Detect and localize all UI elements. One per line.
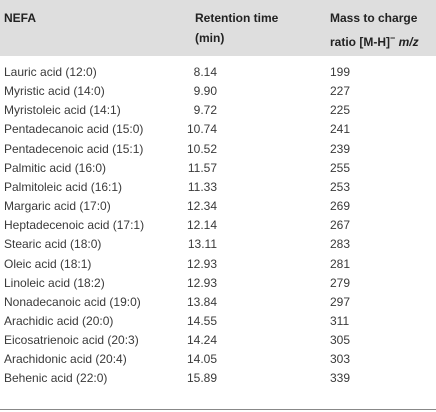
retention-time: 12.14 bbox=[186, 218, 217, 233]
mass-to-charge: 269 bbox=[330, 199, 351, 214]
retention-time: 14.55 bbox=[186, 313, 217, 328]
mass-to-charge: 227 bbox=[330, 84, 351, 99]
mass-to-charge: 311 bbox=[330, 313, 350, 328]
nefa-name: Heptadecenoic acid (17:1) bbox=[4, 218, 145, 233]
bottom-rule bbox=[0, 409, 436, 410]
header-cell: NEFA bbox=[4, 11, 37, 25]
mass-to-charge: 267 bbox=[330, 218, 351, 233]
italic-text: m/z bbox=[398, 35, 419, 49]
table-header: NEFA Retention time (min) Mass to charge… bbox=[0, 0, 436, 56]
nefa-name: Pentadecanoic acid (15:0) bbox=[4, 122, 144, 137]
header-text: ratio [M-H] bbox=[330, 35, 390, 49]
retention-time: 8.14 bbox=[193, 65, 217, 79]
header-cell: ratio [M-H]− m/z bbox=[330, 28, 419, 52]
retention-time: 12.93 bbox=[186, 256, 217, 271]
mass-to-charge: 253 bbox=[330, 179, 351, 194]
mass-to-charge: 239 bbox=[330, 141, 351, 156]
retention-time: 12.93 bbox=[186, 275, 217, 290]
mass-to-charge: 255 bbox=[330, 160, 351, 175]
retention-time: 13.84 bbox=[186, 294, 217, 309]
nefa-name: Arachidonic acid (20:4) bbox=[4, 352, 127, 367]
retention-time: 11.33 bbox=[187, 179, 217, 194]
header-cell: Retention time bbox=[195, 11, 279, 25]
mass-to-charge: 225 bbox=[330, 103, 351, 118]
nefa-name: Pentadecenoic acid (15:1) bbox=[4, 141, 144, 156]
retention-time: 11.57 bbox=[187, 160, 217, 175]
nefa-name: Myristoleic acid (14:1) bbox=[4, 103, 121, 118]
nefa-name: Palmitoleic acid (16:1) bbox=[4, 179, 123, 194]
mass-to-charge: 199 bbox=[330, 65, 351, 79]
nefa-name: Stearic acid (18:0) bbox=[4, 237, 102, 252]
retention-time: 9.90 bbox=[193, 84, 217, 99]
mass-to-charge: 241 bbox=[330, 122, 351, 137]
superscript: − bbox=[390, 33, 396, 43]
nefa-name: Arachidic acid (20:0) bbox=[4, 313, 114, 328]
retention-time: 14.05 bbox=[186, 352, 217, 367]
mass-to-charge: 339 bbox=[330, 371, 351, 386]
retention-time: 13.11 bbox=[187, 237, 217, 252]
nefa-name: Myristic acid (14:0) bbox=[4, 84, 105, 99]
retention-time: 9.72 bbox=[193, 103, 217, 118]
nefa-name: Oleic acid (18:1) bbox=[4, 256, 92, 271]
mass-to-charge: 297 bbox=[330, 294, 351, 309]
nefa-name: Palmitic acid (16:0) bbox=[4, 160, 107, 175]
mass-to-charge: 305 bbox=[330, 333, 351, 348]
header-cell: (min) bbox=[195, 31, 225, 45]
retention-time: 10.52 bbox=[186, 141, 217, 156]
nefa-name: Lauric acid (12:0) bbox=[4, 65, 97, 79]
retention-time: 14.24 bbox=[186, 333, 217, 348]
mass-to-charge: 279 bbox=[330, 275, 351, 290]
header-cell: Mass to charge bbox=[330, 11, 418, 25]
nefa-name: Margaric acid (17:0) bbox=[4, 199, 111, 214]
retention-time: 12.34 bbox=[186, 199, 217, 214]
mass-to-charge: 303 bbox=[330, 352, 351, 367]
nefa-name: Linoleic acid (18:2) bbox=[4, 275, 105, 290]
nefa-name: Behenic acid (22:0) bbox=[4, 371, 108, 386]
retention-time: 10.74 bbox=[186, 122, 217, 137]
mass-to-charge: 281 bbox=[330, 256, 351, 271]
nefa-name: Nonadecanoic acid (19:0) bbox=[4, 294, 141, 309]
retention-time: 15.89 bbox=[186, 371, 217, 386]
mass-to-charge: 283 bbox=[330, 237, 351, 252]
nefa-name: Eicosatrienoic acid (20:3) bbox=[4, 333, 139, 348]
